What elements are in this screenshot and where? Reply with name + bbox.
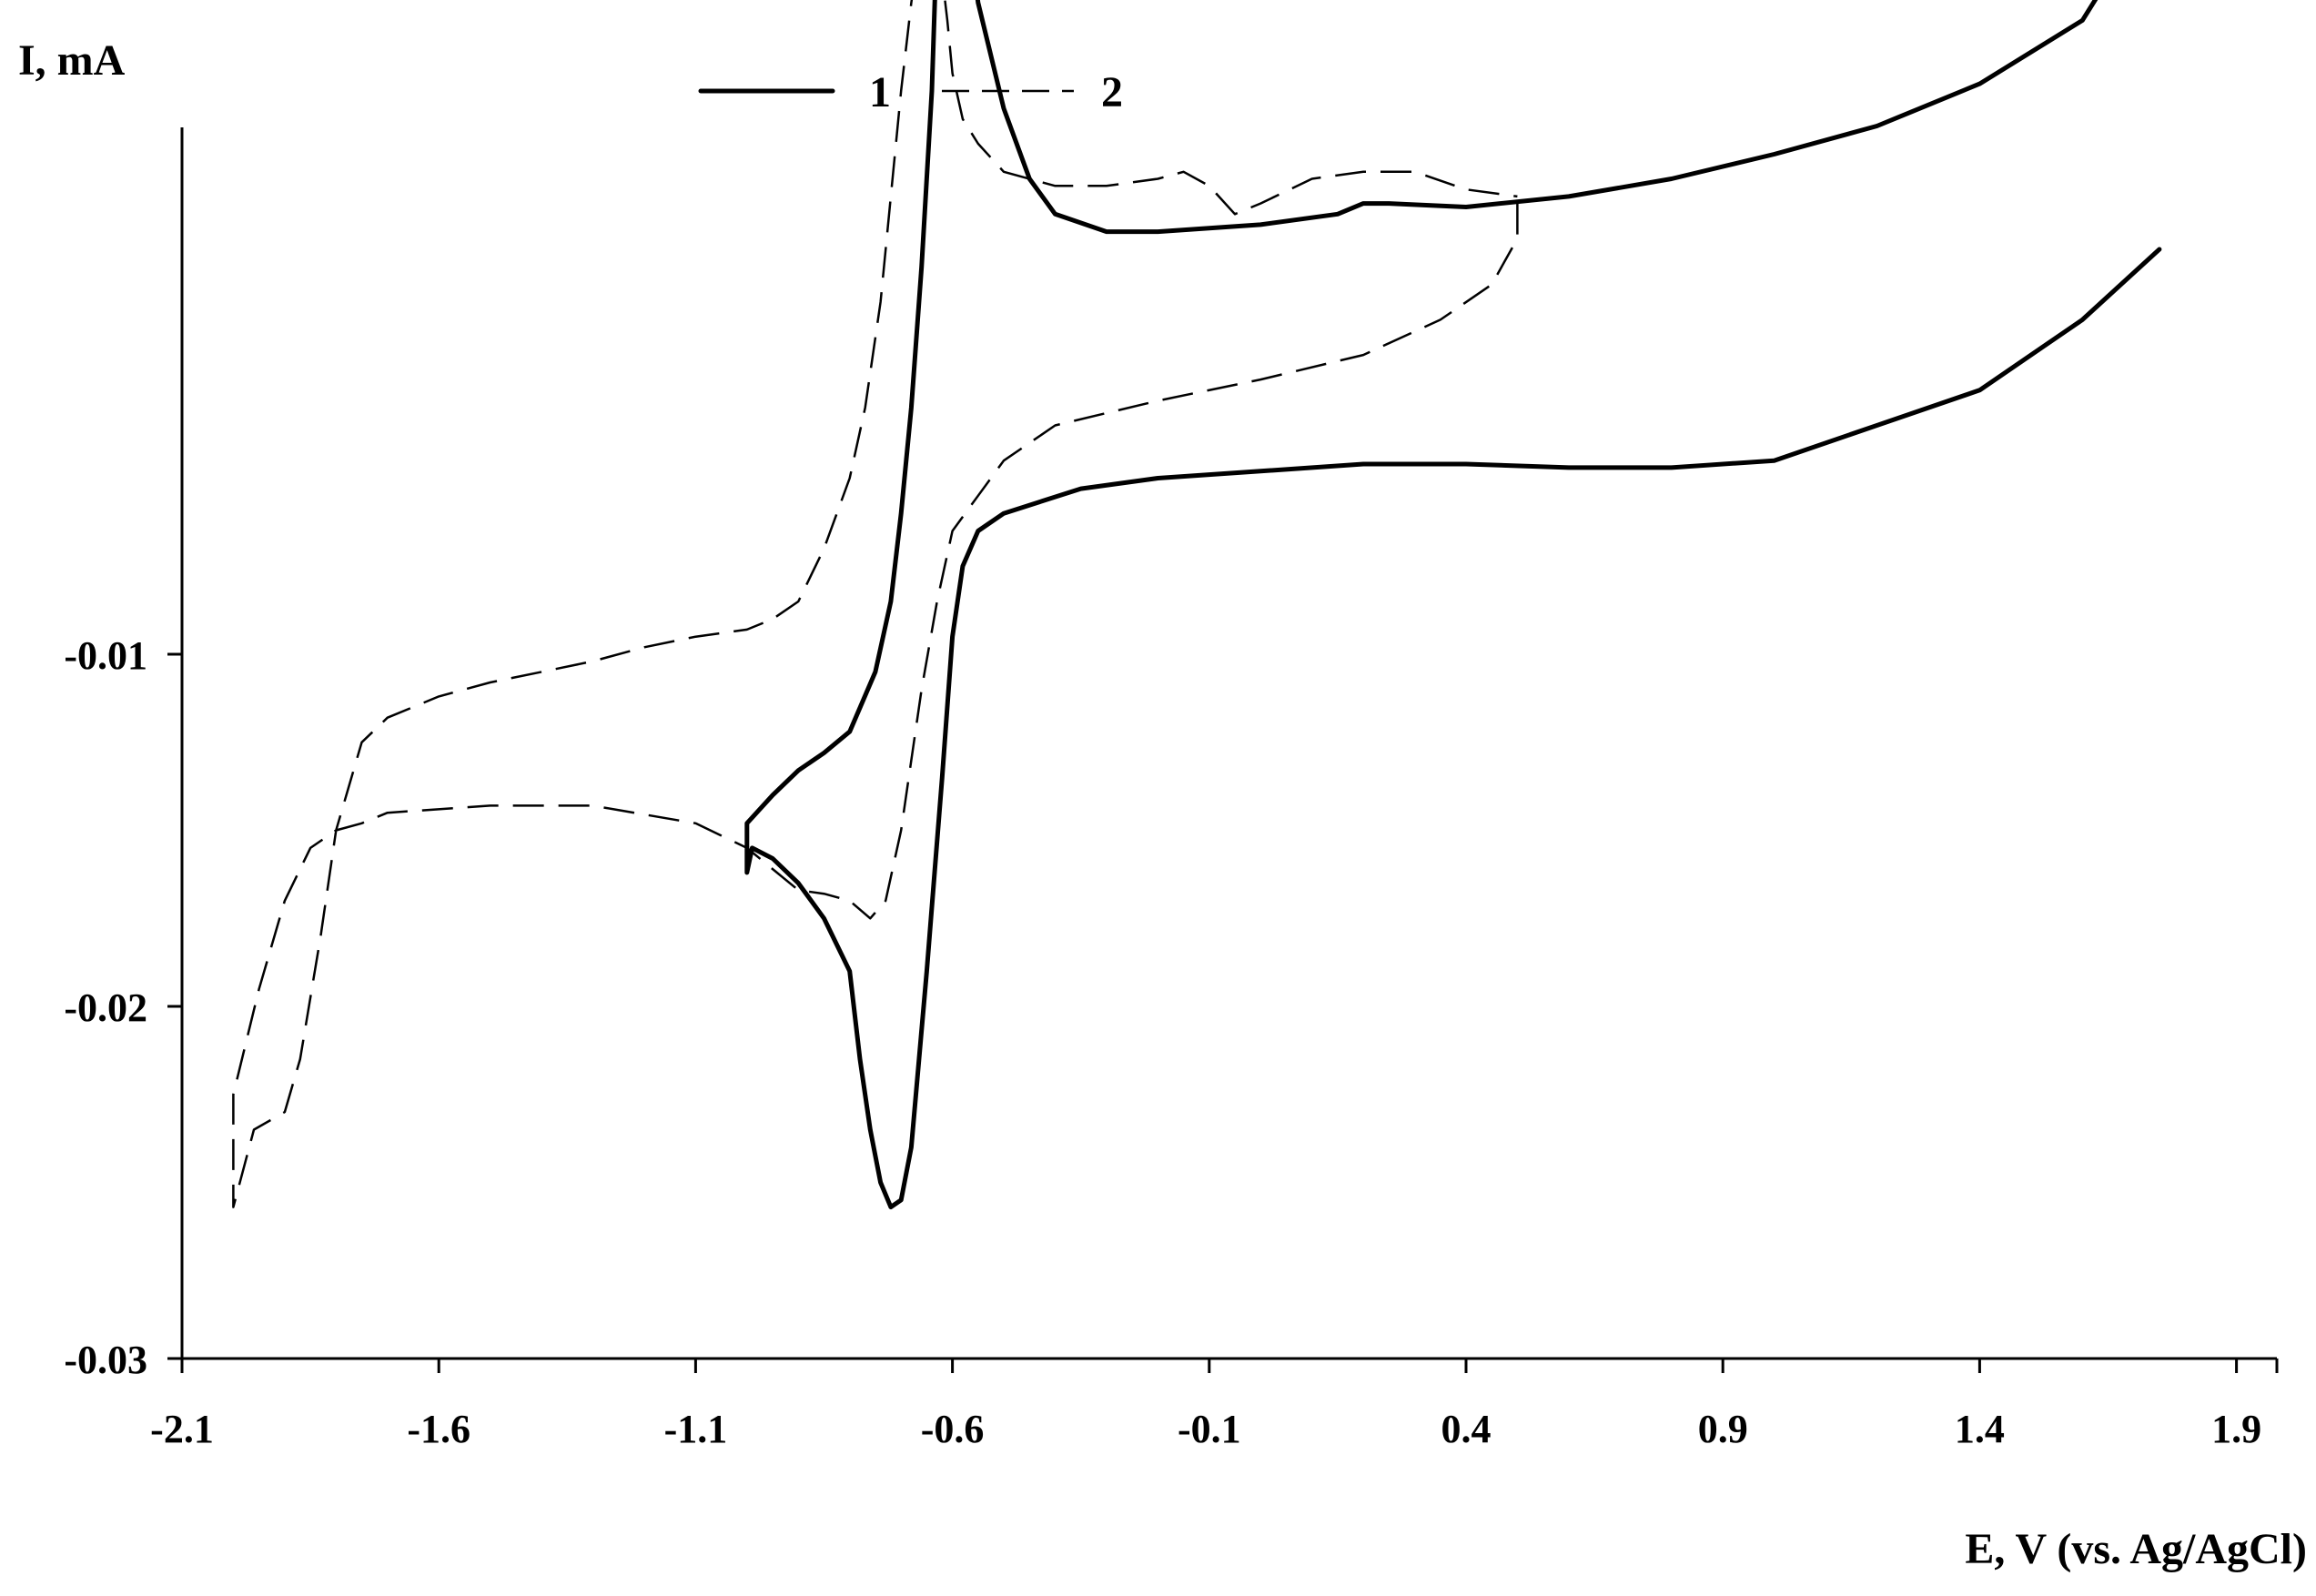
axes: [180, 127, 2277, 1360]
y-axis-title: I, mA: [18, 36, 126, 85]
x-tick-label: 0.4: [1441, 1407, 1492, 1451]
y-tick-label: -0.02: [64, 985, 147, 1030]
x-axis-title: E, V (vs. Ag/AgCl): [1965, 1525, 2307, 1573]
x-tick-label: -2.1: [150, 1407, 214, 1451]
series-line-2: [232, 0, 1519, 1208]
x-tick-label: 0.9: [1698, 1407, 1748, 1451]
y-tick-label: -0.03: [64, 1338, 147, 1382]
x-tick-label: -0.1: [1178, 1407, 1241, 1451]
x-tick-label: -1.1: [664, 1407, 728, 1451]
y-ticks: -0.03-0.02-0.010.01: [64, 633, 182, 1382]
x-tick-label: 1.4: [1955, 1407, 2005, 1451]
x-tick-label: -1.6: [407, 1407, 470, 1451]
legend-label-series-1: 1: [869, 68, 891, 116]
x-ticks: -2.1 -1.6 -1.1 -0.6 -0.1 0.4 0.9 1.4 1.9: [150, 1359, 2279, 1451]
x-tick-label: 1.9: [2211, 1407, 2261, 1451]
x-tick-label: -0.6: [921, 1407, 985, 1451]
series-line-1: [744, 0, 2162, 1210]
legend: 1 2: [698, 68, 1123, 116]
y-tick-label: -0.01: [64, 633, 147, 678]
series-layer: [232, 0, 2162, 1210]
legend-label-series-2: 2: [1101, 68, 1123, 116]
